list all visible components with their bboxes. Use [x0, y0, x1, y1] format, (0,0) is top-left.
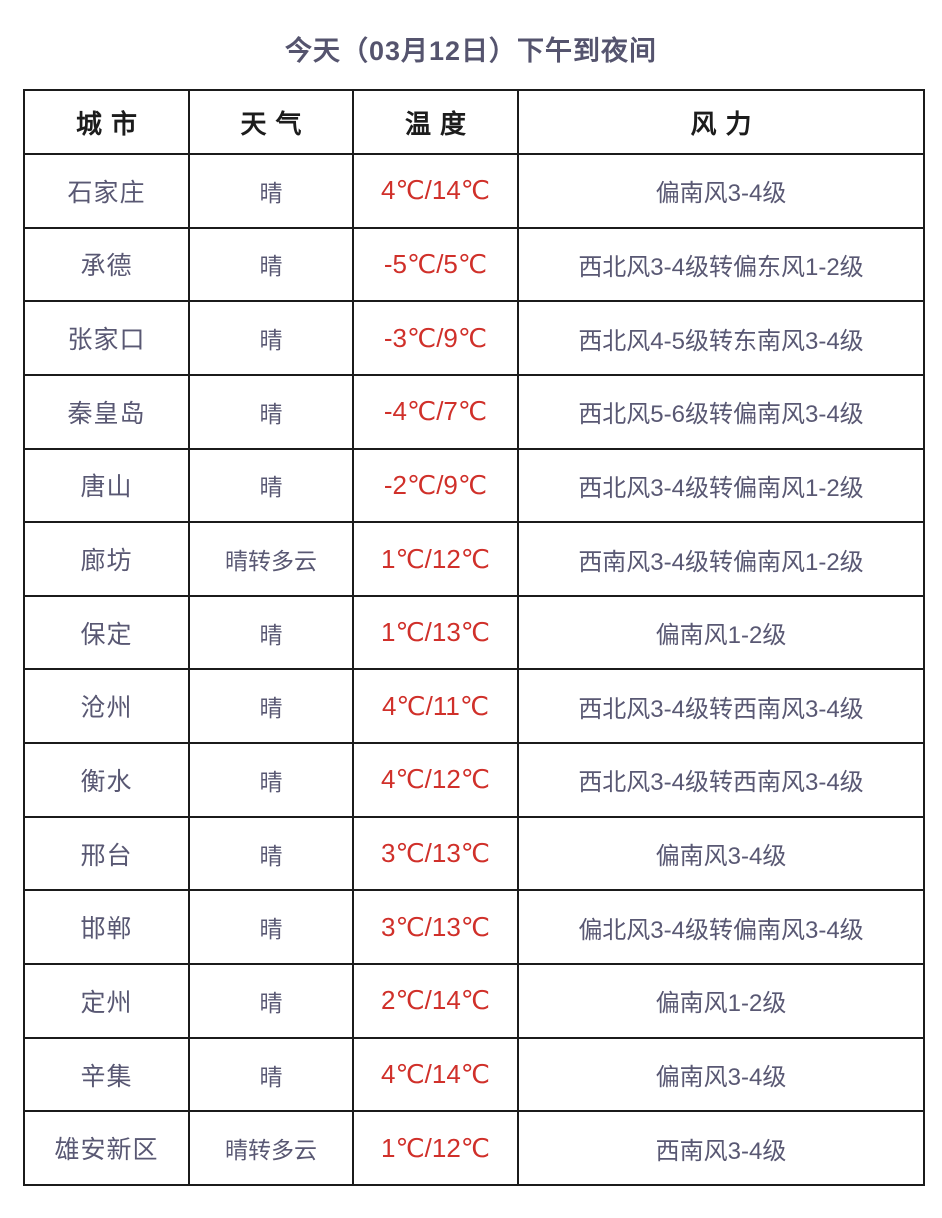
table-row: 衡水 晴 4℃/12℃ 西北风3-4级转西南风3-4级 [23, 742, 925, 818]
temperature-cell: 2℃/14℃ [352, 963, 519, 1039]
temperature-cell: 1℃/13℃ [352, 594, 519, 671]
wind-cell: 西南风3-4级转偏南风1-2级 [517, 521, 925, 597]
city-cell: 承德 [23, 226, 190, 303]
city-cell: 辛集 [23, 1036, 190, 1113]
weather-cell: 晴 [188, 815, 354, 892]
weather-cell: 晴 [188, 153, 354, 229]
table-row: 邢台 晴 3℃/13℃ 偏南风3-4级 [23, 815, 925, 892]
weather-cell: 晴 [188, 373, 354, 450]
temperature-cell: 4℃/11℃ [352, 668, 519, 745]
weather-cell: 晴 [188, 226, 354, 303]
wind-cell: 偏南风1-2级 [517, 594, 925, 671]
table-row: 石家庄 晴 4℃/14℃ 偏南风3-4级 [23, 153, 925, 229]
weather-cell: 晴 [188, 594, 354, 671]
weather-cell: 晴 [188, 889, 354, 966]
table-row: 廊坊 晴转多云 1℃/12℃ 西南风3-4级转偏南风1-2级 [23, 521, 925, 597]
wind-cell: 偏北风3-4级转偏南风3-4级 [517, 889, 925, 966]
table-row: 辛集 晴 4℃/14℃ 偏南风3-4级 [23, 1036, 925, 1113]
city-cell: 衡水 [23, 742, 190, 818]
weather-table-body: 石家庄 晴 4℃/14℃ 偏南风3-4级 承德 晴 -5℃/5℃ 西北风3-4级… [23, 153, 925, 1186]
table-row: 张家口 晴 -3℃/9℃ 西北风4-5级转东南风3-4级 [23, 300, 925, 376]
wind-cell: 偏南风3-4级 [517, 815, 925, 892]
table-row: 定州 晴 2℃/14℃ 偏南风1-2级 [23, 963, 925, 1039]
column-header-weather: 天气 [188, 89, 354, 155]
temperature-cell: 3℃/13℃ [352, 889, 519, 966]
temperature-cell: 4℃/12℃ [352, 742, 519, 818]
wind-cell: 偏南风1-2级 [517, 963, 925, 1039]
column-header-wind: 风力 [517, 89, 925, 155]
table-row: 秦皇岛 晴 -4℃/7℃ 西北风5-6级转偏南风3-4级 [23, 373, 925, 450]
weather-cell: 晴 [188, 668, 354, 745]
temperature-cell: -2℃/9℃ [352, 447, 519, 524]
city-cell: 定州 [23, 963, 190, 1039]
wind-cell: 西北风3-4级转西南风3-4级 [517, 742, 925, 818]
page-title: 今天（03月12日）下午到夜间 [284, 36, 658, 66]
column-header-temperature: 温度 [352, 89, 519, 155]
city-cell: 唐山 [23, 447, 190, 524]
wind-cell: 西北风3-4级转偏东风1-2级 [517, 226, 925, 303]
city-cell: 秦皇岛 [23, 373, 190, 450]
temperature-cell: -5℃/5℃ [352, 226, 519, 303]
temperature-cell: 1℃/12℃ [352, 1110, 519, 1186]
table-row: 雄安新区 晴转多云 1℃/12℃ 西南风3-4级 [23, 1110, 925, 1186]
weather-cell: 晴 [188, 447, 354, 524]
weather-table: 城市 天气 温度 风力 石家庄 晴 4℃/14℃ 偏南风3-4级 承德 晴 -5… [23, 89, 925, 1186]
wind-cell: 西北风5-6级转偏南风3-4级 [517, 373, 925, 450]
temperature-cell: 3℃/13℃ [352, 815, 519, 892]
weather-cell: 晴转多云 [188, 1110, 354, 1186]
city-cell: 沧州 [23, 668, 190, 745]
city-cell: 邯郸 [23, 889, 190, 966]
weather-cell: 晴 [188, 742, 354, 818]
wind-cell: 西北风4-5级转东南风3-4级 [517, 300, 925, 376]
column-header-city: 城市 [23, 89, 190, 155]
table-row: 沧州 晴 4℃/11℃ 西北风3-4级转西南风3-4级 [23, 668, 925, 745]
temperature-cell: 1℃/12℃ [352, 521, 519, 597]
city-cell: 雄安新区 [23, 1110, 190, 1186]
wind-cell: 西北风3-4级转西南风3-4级 [517, 668, 925, 745]
weather-cell: 晴转多云 [188, 521, 354, 597]
wind-cell: 西北风3-4级转偏南风1-2级 [517, 447, 925, 524]
wind-cell: 偏南风3-4级 [517, 153, 925, 229]
city-cell: 石家庄 [23, 153, 190, 229]
temperature-cell: 4℃/14℃ [352, 1036, 519, 1113]
weather-table-header: 城市 天气 温度 风力 [23, 89, 925, 155]
city-cell: 邢台 [23, 815, 190, 892]
temperature-cell: 4℃/14℃ [352, 153, 519, 229]
city-cell: 张家口 [23, 300, 190, 376]
city-cell: 保定 [23, 594, 190, 671]
weather-cell: 晴 [188, 1036, 354, 1113]
table-row: 承德 晴 -5℃/5℃ 西北风3-4级转偏东风1-2级 [23, 226, 925, 303]
header-row: 城市 天气 温度 风力 [23, 89, 925, 155]
temperature-cell: -3℃/9℃ [352, 300, 519, 376]
weather-cell: 晴 [188, 300, 354, 376]
temperature-cell: -4℃/7℃ [352, 373, 519, 450]
city-cell: 廊坊 [23, 521, 190, 597]
wind-cell: 西南风3-4级 [517, 1110, 925, 1186]
wind-cell: 偏南风3-4级 [517, 1036, 925, 1113]
table-row: 保定 晴 1℃/13℃ 偏南风1-2级 [23, 594, 925, 671]
table-row: 邯郸 晴 3℃/13℃ 偏北风3-4级转偏南风3-4级 [23, 889, 925, 966]
weather-cell: 晴 [188, 963, 354, 1039]
table-row: 唐山 晴 -2℃/9℃ 西北风3-4级转偏南风1-2级 [23, 447, 925, 524]
